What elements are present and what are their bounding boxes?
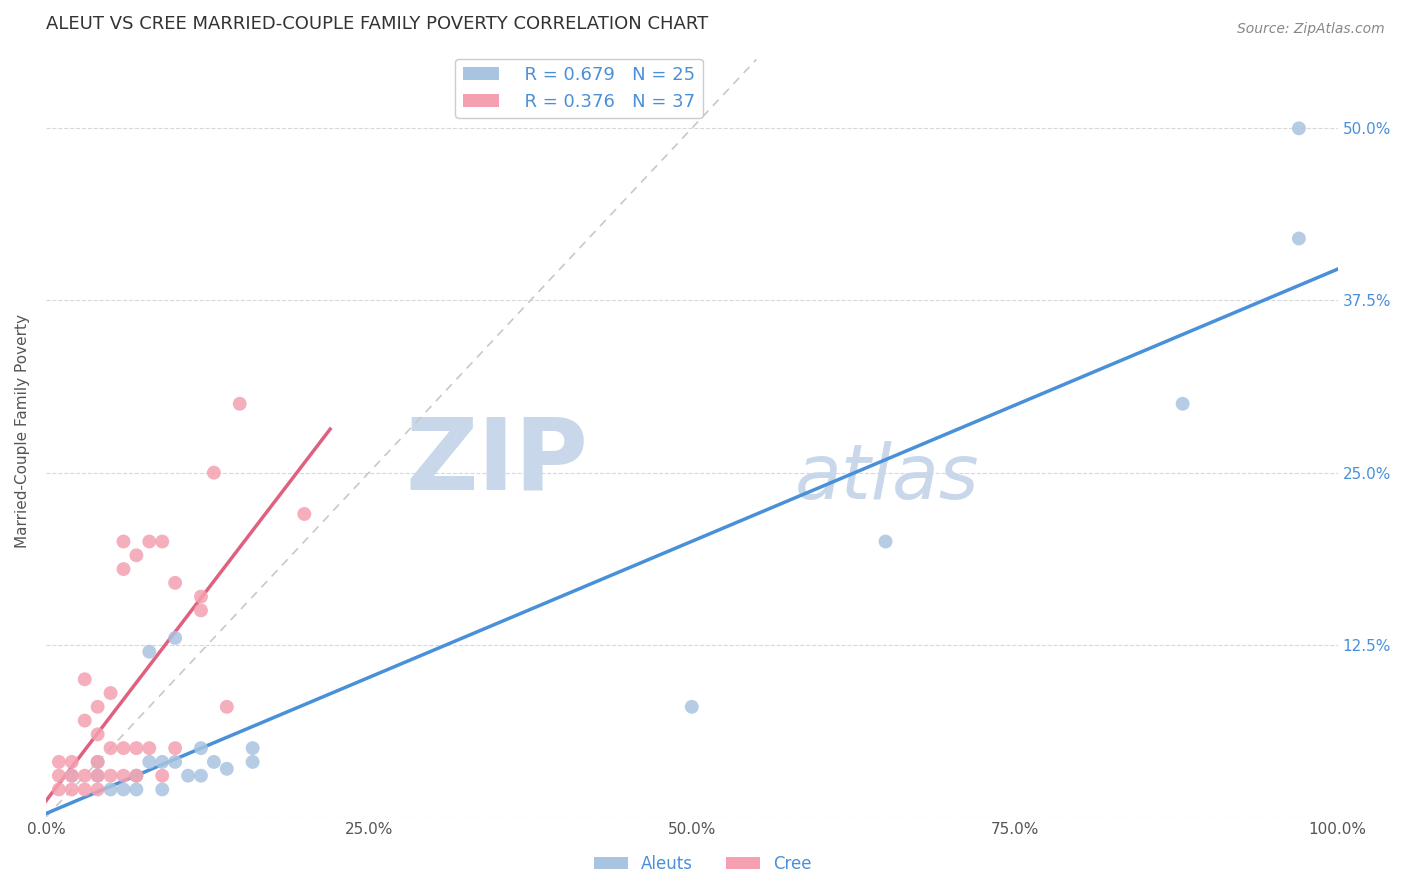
Point	[165, 741, 187, 756]
Point	[60, 755, 83, 769]
Point	[138, 645, 160, 659]
Point	[100, 741, 122, 756]
Point	[60, 769, 83, 783]
Point	[202, 466, 225, 480]
Point	[125, 549, 148, 563]
Point	[125, 741, 148, 756]
Point	[86, 782, 108, 797]
Point	[60, 782, 83, 797]
Point	[73, 782, 96, 797]
Point	[242, 741, 264, 756]
Point	[190, 741, 212, 756]
Point	[86, 755, 108, 769]
Point	[202, 755, 225, 769]
Point	[1171, 397, 1194, 411]
Point	[86, 755, 108, 769]
Point	[112, 534, 135, 549]
Point	[48, 755, 70, 769]
Point	[681, 699, 703, 714]
Point	[112, 741, 135, 756]
Point	[1288, 121, 1310, 136]
Point	[228, 397, 250, 411]
Point	[292, 507, 315, 521]
Point	[190, 769, 212, 783]
Point	[150, 755, 173, 769]
Text: ZIP: ZIP	[405, 414, 589, 511]
Point	[138, 534, 160, 549]
Point	[165, 755, 187, 769]
Point	[150, 534, 173, 549]
Point	[86, 727, 108, 741]
Point	[138, 755, 160, 769]
Point	[165, 575, 187, 590]
Point	[73, 673, 96, 687]
Point	[86, 699, 108, 714]
Point	[125, 782, 148, 797]
Point	[100, 782, 122, 797]
Point	[190, 603, 212, 617]
Point	[112, 769, 135, 783]
Point	[112, 782, 135, 797]
Legend: Aleuts, Cree: Aleuts, Cree	[588, 848, 818, 880]
Point	[165, 631, 187, 645]
Point	[100, 769, 122, 783]
Point	[125, 769, 148, 783]
Point	[48, 769, 70, 783]
Point	[125, 769, 148, 783]
Point	[60, 769, 83, 783]
Point	[150, 769, 173, 783]
Point	[138, 741, 160, 756]
Point	[177, 769, 200, 783]
Point	[150, 782, 173, 797]
Point	[73, 714, 96, 728]
Text: Source: ZipAtlas.com: Source: ZipAtlas.com	[1237, 22, 1385, 37]
Legend:   R = 0.679   N = 25,   R = 0.376   N = 37: R = 0.679 N = 25, R = 0.376 N = 37	[456, 59, 703, 118]
Point	[215, 762, 238, 776]
Point	[190, 590, 212, 604]
Point	[242, 755, 264, 769]
Point	[48, 782, 70, 797]
Text: atlas: atlas	[796, 441, 980, 515]
Point	[1288, 231, 1310, 245]
Point	[86, 769, 108, 783]
Point	[100, 686, 122, 700]
Point	[875, 534, 897, 549]
Point	[112, 562, 135, 576]
Text: ALEUT VS CREE MARRIED-COUPLE FAMILY POVERTY CORRELATION CHART: ALEUT VS CREE MARRIED-COUPLE FAMILY POVE…	[46, 15, 709, 33]
Point	[86, 769, 108, 783]
Y-axis label: Married-Couple Family Poverty: Married-Couple Family Poverty	[15, 314, 30, 549]
Point	[73, 769, 96, 783]
Point	[215, 699, 238, 714]
